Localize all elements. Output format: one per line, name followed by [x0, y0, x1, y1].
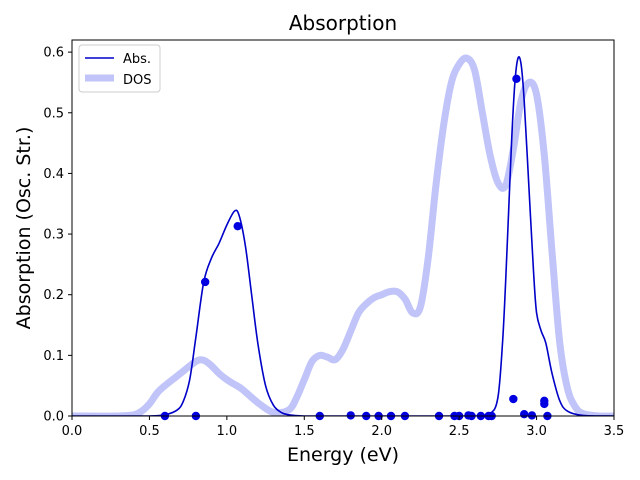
plot-frame	[71, 39, 615, 417]
y-tick-label: 0.5	[43, 106, 64, 121]
y-tick-label: 0.6	[43, 46, 64, 61]
series-line-abs	[72, 56, 614, 416]
x-axis-label: Energy (eV)	[287, 444, 399, 466]
x-tick-label: 3.0	[526, 424, 547, 439]
series-line-dos	[72, 54, 614, 416]
y-tick-label: 0.4	[43, 167, 64, 182]
x-tick-label: 0.0	[62, 424, 83, 439]
x-tick-label: 3.5	[604, 424, 625, 439]
x-tick-label: 0.5	[139, 424, 160, 439]
data-point-marker	[519, 409, 529, 419]
data-point-marker	[509, 394, 518, 404]
data-point-marker	[346, 411, 355, 420]
x-tick-label: 1.5	[294, 424, 315, 439]
y-tick-label: 0.1	[43, 349, 64, 364]
x-tick-label: 1.0	[217, 424, 238, 439]
y-axis-label: Absorption (Osc. Str.)	[13, 127, 35, 330]
y-tick-label: 0.0	[43, 410, 64, 425]
x-tick-label: 2.0	[371, 424, 392, 439]
x-axis: 0.0 0.5 1.0 1.5 2.0 2.5 3.0 3.5	[62, 416, 625, 439]
x-tick-label: 2.5	[449, 424, 470, 439]
data-point-marker	[233, 221, 242, 231]
series-layer	[72, 54, 614, 416]
y-tick-label: 0.2	[43, 288, 64, 303]
legend-dos-label: DOS	[123, 73, 152, 88]
chart-title: Absorption	[289, 11, 397, 35]
data-point-marker	[540, 399, 549, 409]
legend: Abs. DOS	[78, 44, 161, 93]
data-point-marker	[527, 411, 537, 420]
data-point-marker	[200, 277, 210, 287]
legend-abs-label: Abs.	[123, 52, 151, 67]
y-axis: 0.0 0.1 0.2 0.3 0.4 0.5 0.6	[43, 46, 72, 425]
data-point-marker	[512, 74, 521, 84]
plot-area	[72, 54, 614, 421]
y-tick-label: 0.3	[43, 228, 64, 243]
